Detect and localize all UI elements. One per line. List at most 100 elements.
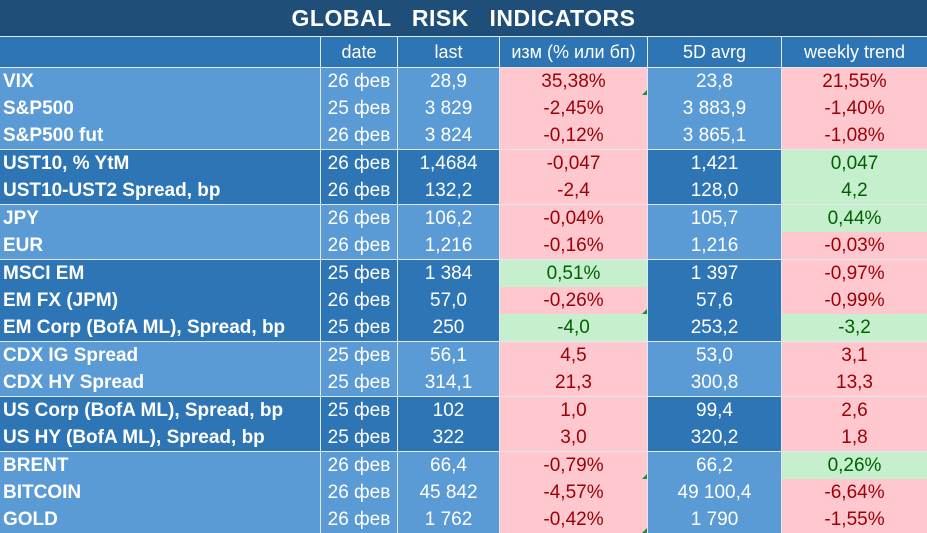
table-row: UST10-UST2 Spread, bp 26 фев 132,2 -2,4 128,… bbox=[0, 177, 927, 204]
row-last: 1 384 bbox=[398, 260, 500, 287]
row-last: 102 bbox=[398, 397, 500, 424]
row-last: 1 762 bbox=[398, 506, 500, 533]
row-name: BRENT bbox=[0, 452, 321, 479]
row-5d-average: 320,2 bbox=[648, 424, 782, 451]
row-name: US Corp (BofA ML), Spread, bp bbox=[0, 397, 321, 424]
row-date: 25 фев bbox=[321, 342, 398, 369]
table-row: EUR 26 фев 1,216 -0,16% 1,216 -0,03% bbox=[0, 232, 927, 259]
row-5d-average: 1 790 bbox=[648, 506, 782, 533]
header-date: date bbox=[321, 37, 398, 67]
table-row: US Corp (BofA ML), Spread, bp 25 фев 102 1,… bbox=[0, 396, 927, 424]
table-row: S&P500 fut 26 фев 3 824 -0,12% 3 865,1 -1,08% bbox=[0, 122, 927, 149]
row-5d-average: 99,4 bbox=[648, 397, 782, 424]
row-date: 26 фев bbox=[321, 122, 398, 149]
table-row: JPY 26 фев 106,2 -0,04% 105,7 0,44% bbox=[0, 204, 927, 232]
row-weekly-trend: 4,2 bbox=[782, 177, 927, 204]
header-weekly-trend: weekly trend bbox=[803, 42, 906, 62]
row-weekly-trend: 0,26% bbox=[782, 452, 927, 479]
row-date: 26 фев bbox=[321, 232, 398, 259]
row-change: -4,57% bbox=[500, 479, 648, 506]
row-5d-average: 3 865,1 bbox=[648, 122, 782, 149]
row-date: 26 фев bbox=[321, 452, 398, 479]
row-change: -0,42% bbox=[500, 506, 648, 533]
row-name: JPY bbox=[0, 205, 321, 232]
row-5d-average: 300,8 bbox=[648, 369, 782, 396]
row-name: GOLD bbox=[0, 506, 321, 533]
row-date: 26 фев bbox=[321, 479, 398, 506]
row-name: CDX HY Spread bbox=[0, 369, 321, 396]
table-row: US HY (BofA ML), Spread, bp 25 фев 322 3,0 3… bbox=[0, 424, 927, 451]
row-date: 26 фев bbox=[321, 150, 398, 177]
table-row: UST10, % YtM 26 фев 1,4684 -0,047 1,421 0,047 bbox=[0, 149, 927, 177]
row-weekly-trend: 21,55% bbox=[782, 68, 927, 95]
row-change: 35,38% bbox=[500, 68, 648, 95]
row-change: -0,04% bbox=[500, 205, 648, 232]
row-date: 25 фев bbox=[321, 260, 398, 287]
row-date: 25 фев bbox=[321, 424, 398, 451]
table-row: EM Corp (BofA ML), Spread, bp 25 фев 250 -4… bbox=[0, 314, 927, 341]
row-5d-average: 66,2 bbox=[648, 452, 782, 479]
row-date: 25 фев bbox=[321, 369, 398, 396]
row-5d-average: 1,216 bbox=[648, 232, 782, 259]
row-date: 25 фев bbox=[321, 397, 398, 424]
row-date: 26 фев bbox=[321, 506, 398, 533]
cell-note-marker bbox=[642, 309, 647, 314]
row-5d-average: 105,7 bbox=[648, 205, 782, 232]
header-change: изм (% или бп) bbox=[500, 37, 648, 67]
row-name: S&P500 fut bbox=[0, 122, 321, 149]
row-name: BITCOIN bbox=[0, 479, 321, 506]
row-last: 45 842 bbox=[398, 479, 500, 506]
row-weekly-trend: -6,64% bbox=[782, 479, 927, 506]
row-weekly-trend: -0,03% bbox=[782, 232, 927, 259]
row-change: -4,0 bbox=[500, 314, 648, 341]
cell-note-marker bbox=[642, 474, 647, 479]
table-row: VIX 26 фев 28,9 35,38% 23,8 21,55% bbox=[0, 67, 927, 95]
row-weekly-trend: -0,99% bbox=[782, 287, 927, 314]
row-name: S&P500 bbox=[0, 95, 321, 122]
header-5d-average: 5D avrg bbox=[648, 37, 782, 67]
row-5d-average: 3 883,9 bbox=[648, 95, 782, 122]
row-date: 26 фев bbox=[321, 205, 398, 232]
table-row: CDX HY Spread 25 фев 314,1 21,3 300,8 13,3 bbox=[0, 369, 927, 396]
row-5d-average: 23,8 bbox=[648, 68, 782, 95]
row-5d-average: 49 100,4 bbox=[648, 479, 782, 506]
row-weekly-trend: 3,1 bbox=[782, 342, 927, 369]
row-weekly-trend: 0,44% bbox=[782, 205, 927, 232]
row-change: -0,047 bbox=[500, 150, 648, 177]
row-name: MSCI EM bbox=[0, 260, 321, 287]
row-weekly-trend: -1,40% bbox=[782, 95, 927, 122]
row-change: 1,0 bbox=[500, 397, 648, 424]
row-change: -2,4 bbox=[500, 177, 648, 204]
row-5d-average: 128,0 bbox=[648, 177, 782, 204]
row-name: US HY (BofA ML), Spread, bp bbox=[0, 424, 321, 451]
row-name: EM Corp (BofA ML), Spread, bp bbox=[0, 314, 321, 341]
row-last: 106,2 bbox=[398, 205, 500, 232]
row-weekly-trend: 13,3 bbox=[782, 369, 927, 396]
row-name: CDX IG Spread bbox=[0, 342, 321, 369]
row-5d-average: 57,6 bbox=[648, 287, 782, 314]
row-last: 28,9 bbox=[398, 68, 500, 95]
row-weekly-trend: -1,55% bbox=[782, 506, 927, 533]
row-change: 3,0 bbox=[500, 424, 648, 451]
row-change: 21,3 bbox=[500, 369, 648, 396]
row-date: 26 фев bbox=[321, 287, 398, 314]
row-name: EM FX (JPM) bbox=[0, 287, 321, 314]
header-last: last bbox=[398, 37, 500, 67]
row-5d-average: 253,2 bbox=[648, 314, 782, 341]
header-name bbox=[0, 37, 321, 67]
row-name: UST10, % YtM bbox=[0, 150, 321, 177]
row-name: UST10-UST2 Spread, bp bbox=[0, 177, 321, 204]
table-row: EM FX (JPM) 26 фев 57,0 -0,26% 57,6 -0,99% bbox=[0, 287, 927, 314]
row-weekly-trend: 0,047 bbox=[782, 150, 927, 177]
row-date: 25 фев bbox=[321, 95, 398, 122]
table-body: VIX 26 фев 28,9 35,38% 23,8 21,55% S&P500 25 фе… bbox=[0, 67, 927, 533]
table-row: GOLD 26 фев 1 762 -0,42% 1 790 -1,55% bbox=[0, 506, 927, 533]
row-last: 250 bbox=[398, 314, 500, 341]
table-row: BITCOIN 26 фев 45 842 -4,57% 49 100,4 -6,64% bbox=[0, 479, 927, 506]
row-change: -0,16% bbox=[500, 232, 648, 259]
table-row: BRENT 26 фев 66,4 -0,79% 66,2 0,26% bbox=[0, 451, 927, 479]
row-date: 26 фев bbox=[321, 177, 398, 204]
row-name: EUR bbox=[0, 232, 321, 259]
row-weekly-trend: 2,6 bbox=[782, 397, 927, 424]
